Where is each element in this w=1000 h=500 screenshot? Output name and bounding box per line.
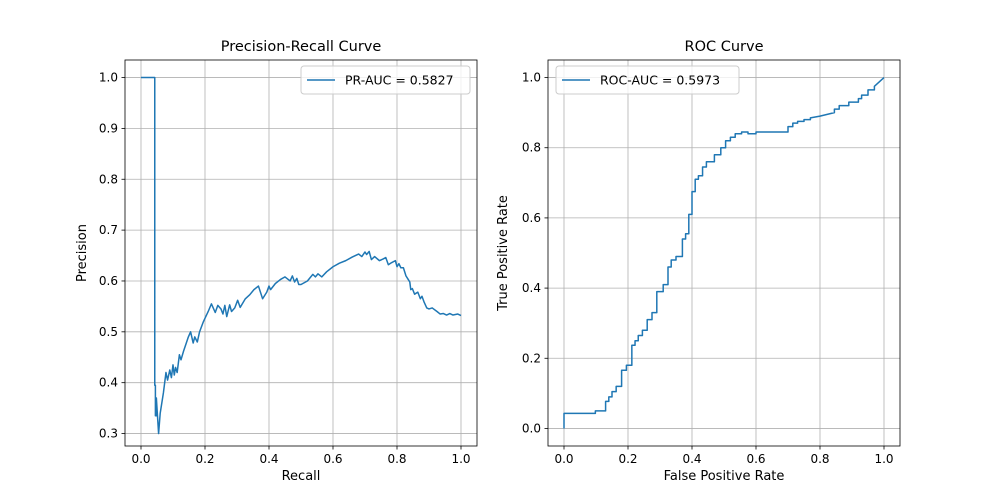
y-tick-label: 0.0 [522,421,541,435]
plot-area [548,60,900,446]
y-tick-label: 0.8 [99,172,118,186]
y-axis-label: Precision [75,224,90,282]
x-axis-label: Recall [282,469,321,484]
plot-area [125,60,477,446]
y-tick-label: 0.3 [99,427,118,441]
x-tick-label: 0.4 [259,452,278,466]
legend-box [555,65,740,95]
x-axis-label: False Positive Rate [664,469,785,484]
chart-title: Precision-Recall Curve [221,39,382,55]
x-tick-label: 0.2 [618,452,637,466]
x-tick-label: 0.4 [682,452,701,466]
chart-panel-1: 0.0 0.2 0.4 0.6 0.8 1.0 0.3 0.4 0.5 0.6 0.7 0.8 0.9 1… [75,39,478,484]
y-tick-label: 0.9 [99,121,118,135]
y-tick-label: 0.2 [522,351,541,365]
x-tick-label: 0.2 [195,452,214,466]
series-line [141,76,462,435]
y-tick-label: 0.6 [522,211,541,225]
axes-frame [547,59,901,447]
x-tick-label: 0.8 [810,452,829,466]
y-tick-label: 0.8 [522,141,541,155]
x-tick-label: 0.6 [746,452,765,466]
y-tick-label: 0.6 [99,274,118,288]
y-tick-label: 0.4 [522,281,541,295]
chart-panel-2: 0.0 0.2 0.4 0.6 0.8 1.0 0.0 0.2 0.4 0.6 0.8 1.0 ROC … [496,39,901,484]
y-tick-label: 0.7 [99,223,118,237]
y-tick-label: 0.4 [99,376,118,390]
series-line [563,76,885,429]
legend: PR-AUC = 0.5827 [300,65,471,95]
y-tick-label: 1.0 [99,71,118,85]
x-tick-label: 1.0 [451,452,470,466]
x-tick-label: 0.8 [387,452,406,466]
legend-label: PR-AUC = 0.5827 [345,73,454,88]
x-tick-label: 1.0 [874,452,893,466]
legend: ROC-AUC = 0.5973 [555,65,740,95]
y-tick-label: 0.5 [99,325,118,339]
legend-label: ROC-AUC = 0.5973 [600,73,720,88]
chart-title: ROC Curve [685,39,764,55]
x-tick-label: 0.0 [131,452,150,466]
y-axis-label: True Positive Rate [496,195,511,312]
y-tick-label: 1.0 [522,71,541,85]
x-tick-label: 0.6 [323,452,342,466]
legend-box [300,65,471,95]
x-tick-label: 0.0 [554,452,573,466]
axes-frame [124,59,478,447]
